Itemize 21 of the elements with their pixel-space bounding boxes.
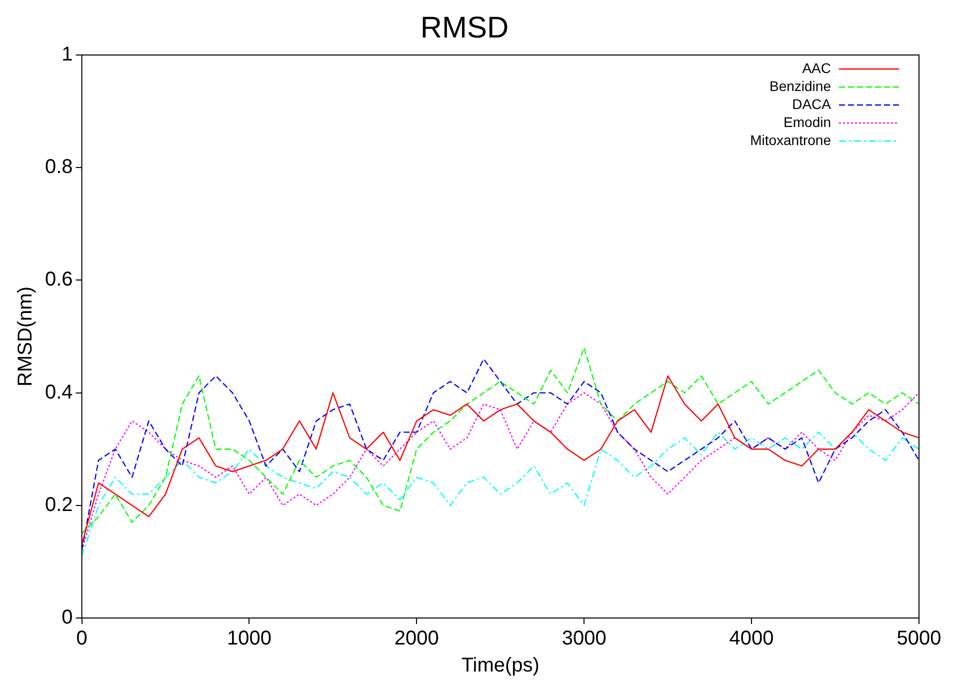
y-axis-title: RMSD(nm) xyxy=(14,286,37,386)
x-tick-label: 3000 xyxy=(562,628,606,650)
x-tick-label: 2000 xyxy=(394,628,439,650)
y-tick-label: 0.8 xyxy=(44,156,73,178)
x-tick-label: 0 xyxy=(76,628,88,650)
legend-label: Emodin xyxy=(784,114,831,130)
x-axis-title: Time(ps) xyxy=(461,654,540,677)
y-tick-label: 0.6 xyxy=(44,268,73,291)
legend-label: Mitoxantrone xyxy=(750,132,832,148)
legend-label: AAC xyxy=(802,60,831,76)
x-tick-label: 4000 xyxy=(729,628,774,650)
y-tick-label: 0 xyxy=(62,606,73,629)
y-tick-label: 1 xyxy=(62,44,73,66)
y-tick-label: 0.4 xyxy=(44,381,73,404)
legend-label: Benzidine xyxy=(770,78,832,94)
line-series xyxy=(82,432,919,557)
y-tick-label: 0.2 xyxy=(44,494,73,516)
chart-title: RMSD xyxy=(420,11,509,44)
x-tick-label: 5000 xyxy=(896,628,942,650)
legend-label: DACA xyxy=(792,96,832,112)
x-tick-label: 1000 xyxy=(226,628,272,650)
